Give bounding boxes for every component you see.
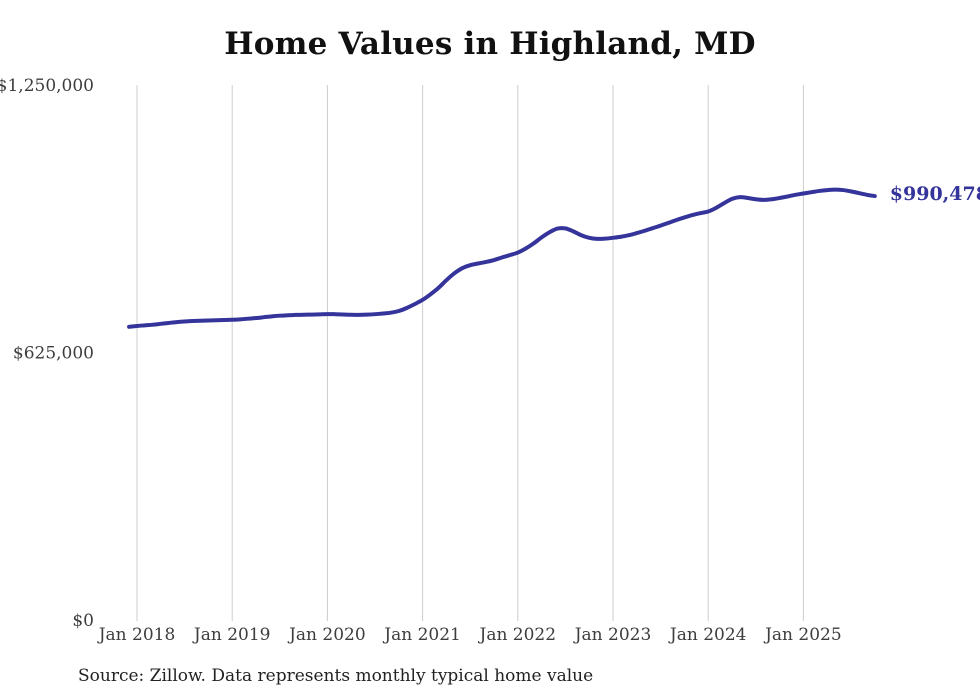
source-note: Source: Zillow. Data represents monthly … [78,666,594,686]
y-axis-tick-label: $0 [72,611,94,631]
x-axis-tick-label: Jan 2023 [573,625,652,645]
x-axis-tick-label: Jan 2021 [382,625,461,645]
current-value-label: $990,478 [889,183,980,206]
x-axis-tick-label: Jan 2018 [97,625,176,645]
x-axis-tick-label: Jan 2024 [668,625,747,645]
x-axis-tick-label: Jan 2020 [287,625,366,645]
y-axis-tick-label: $1,250,000 [0,76,94,96]
y-axis-tick-label: $625,000 [13,344,94,364]
x-axis-tick-label: Jan 2019 [192,625,271,645]
chart-title: Home Values in Highland, MD [224,26,756,62]
x-axis-tick-label: Jan 2022 [478,625,557,645]
home-value-line [127,187,877,329]
x-axis-tick-label: Jan 2025 [763,625,842,645]
